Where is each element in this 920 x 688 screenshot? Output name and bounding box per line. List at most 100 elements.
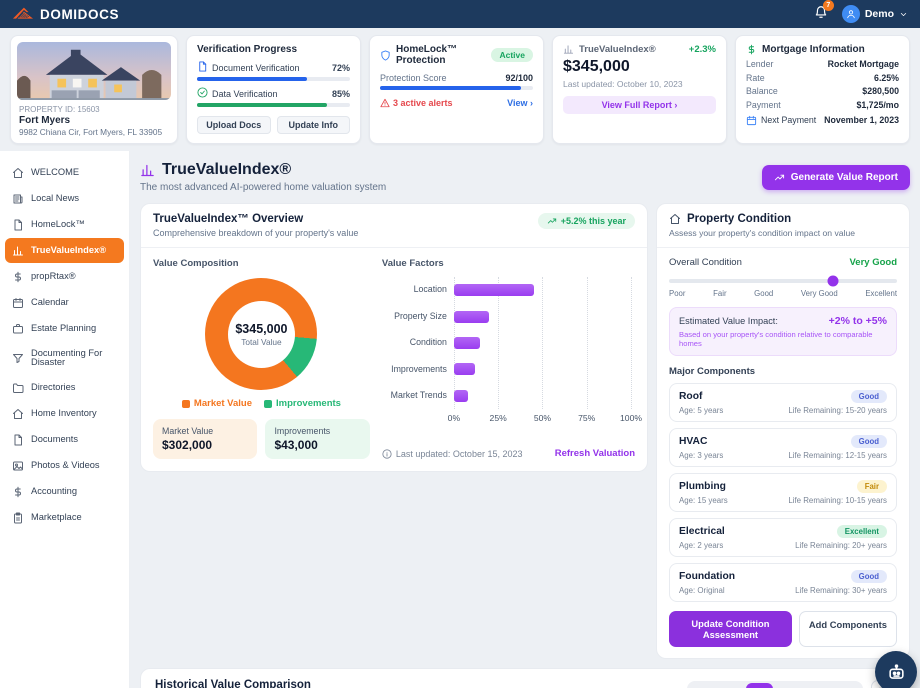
protection-score-value: 92/100 (505, 73, 533, 83)
truevalue-title-row: TrueValueIndex® (563, 44, 656, 55)
property-photo (17, 42, 171, 100)
value-factors-title: Value Factors (381, 258, 444, 269)
range-button-6m[interactable]: 6M (718, 683, 747, 688)
condition-title-row: Property Condition (669, 213, 897, 225)
overall-condition-value: Very Good (849, 257, 897, 268)
sidebar-item-proprtax[interactable]: propRtax® (5, 264, 124, 289)
bar-location (453, 284, 534, 297)
doc-icon (199, 61, 207, 72)
update-info-button[interactable]: Update Info (276, 116, 350, 134)
component-foundation[interactable]: Foundation Good Age: Original Life Remainin… (669, 563, 897, 602)
historical-title: Historical Value Comparison (155, 679, 311, 688)
active-alerts[interactable]: 3 active alerts (380, 98, 453, 108)
generate-value-report-button[interactable]: Generate Value Report (761, 164, 910, 190)
check-circle-icon (197, 87, 208, 98)
assistant-fab-button[interactable] (875, 651, 917, 688)
condition-badge: Good (850, 435, 887, 448)
upload-docs-button[interactable]: Upload Docs (197, 116, 271, 134)
sidebar-item-local-news[interactable]: Local News (5, 186, 124, 211)
update-condition-assessment-button[interactable]: Update Condition Assessment (669, 611, 792, 647)
scale-label-fair: Fair (713, 289, 727, 298)
range-button-3y[interactable]: 3Y (773, 683, 800, 688)
homelock-view-link[interactable]: View › (507, 98, 533, 108)
chart-icon (563, 45, 574, 54)
major-components-label: Major Components (669, 366, 756, 377)
chart-bars-icon (563, 44, 574, 55)
component-hvac[interactable]: HVAC Good Age: 3 years Life Remaining: 12-1… (669, 428, 897, 467)
sidebar-item-documenting-for-disaster[interactable]: Documenting For Disaster (5, 342, 124, 375)
roof-logo-icon (12, 7, 34, 19)
dollar-icon (15, 271, 21, 282)
sidebar-item-welcome[interactable]: WELCOME (5, 160, 124, 185)
component-plumbing[interactable]: Plumbing Fair Age: 15 years Life Remaining:… (669, 473, 897, 512)
bar-improvements (453, 363, 476, 376)
market-value-box: Market Value $302,000 (153, 419, 258, 459)
condition-scale-labels: Poor Fair Good Very Good Excellent (669, 289, 897, 298)
view-full-report-button[interactable]: View Full Report › (563, 96, 716, 114)
bar-row-location: Location (414, 277, 631, 303)
condition-slider[interactable] (669, 275, 897, 287)
main-content: TrueValueIndex® The most advanced AI-pow… (130, 151, 920, 688)
sidebar-item-directories[interactable]: Directories (5, 376, 124, 401)
impact-value: +2% to +5% (828, 315, 887, 327)
mortgage-row-balance: Balance $280,500 (746, 86, 899, 96)
range-button-5y[interactable]: 5Y (800, 683, 827, 688)
sidebar-item-documents[interactable]: Documents (5, 428, 124, 453)
homelock-title-row: HomeLock™ Protection (380, 44, 491, 66)
scale-label-excellent: Excellent (865, 289, 897, 298)
sidebar-item-truevalueindex[interactable]: TrueValueIndex® (5, 238, 124, 263)
topbar-right: 7 Demo (814, 0, 908, 24)
x-tick: 0% (447, 413, 461, 423)
component-roof[interactable]: Roof Good Age: 5 years Life Remaining: 15-2… (669, 383, 897, 422)
sidebar-item-photos-videos[interactable]: Photos & Videos (5, 454, 124, 479)
homelock-card: HomeLock™ Protection Active Protection S… (369, 35, 544, 144)
protection-score-label: Protection Score (380, 73, 447, 83)
trend-up-icon (774, 174, 784, 180)
domidocs-logo[interactable]: DOMIDOCS (12, 6, 119, 22)
sidebar-item-home-inventory[interactable]: Home Inventory (5, 402, 124, 427)
sidebar-item-accounting[interactable]: Accounting (5, 480, 124, 505)
bar-row-property-size: Property Size (394, 303, 631, 329)
chevron-down-icon (900, 12, 907, 16)
condition-badge: Excellent (836, 525, 887, 538)
info-icon (382, 448, 392, 459)
home-icon (670, 214, 680, 224)
mortgage-row-rate: Rate 6.25% (746, 72, 899, 83)
user-menu[interactable]: Demo (841, 5, 908, 23)
scale-label-poor: Poor (669, 289, 686, 298)
add-components-button[interactable]: Add Components (798, 611, 897, 647)
gridline (586, 277, 588, 409)
dollar-icon (748, 44, 755, 55)
range-button-1y[interactable]: 1Y (746, 682, 774, 688)
mortgage-row-payment: Payment $1,725/mo (746, 99, 899, 110)
sidebar-item-calendar[interactable]: Calendar (5, 290, 124, 315)
bar-property-size (453, 310, 490, 323)
mortgage-title-row: Mortgage Information (746, 44, 899, 55)
improvements-box: Improvements $43,000 (265, 419, 370, 459)
property-condition-card: Property Condition Assess your property'… (656, 203, 910, 659)
house-photo-illustration (17, 42, 171, 100)
gridline (542, 277, 544, 409)
condition-subtitle: Assess your property's condition impact … (669, 228, 856, 238)
sidebar-item-marketplace[interactable]: Marketplace (5, 506, 124, 531)
folder-icon (13, 383, 24, 393)
sidebar-item-estate-planning[interactable]: Estate Planning (5, 316, 124, 341)
condition-badge: Good (850, 390, 887, 403)
user-name: Demo (864, 8, 894, 20)
dollar-icon (15, 486, 21, 498)
user-icon (846, 9, 856, 19)
condition-slider-thumb[interactable] (827, 275, 839, 287)
notifications-button[interactable]: 7 (814, 0, 834, 24)
doc-icon (14, 219, 22, 230)
property-card[interactable]: PROPERTY ID: 15603 Fort Myers 9982 Chian… (10, 35, 178, 144)
range-button-3m[interactable]: 3M (689, 683, 718, 688)
gridline (498, 277, 500, 409)
status-badge: Active (491, 48, 533, 62)
sidebar-item-homelock[interactable]: HomeLock™ (5, 212, 124, 237)
top-navigation-bar: DOMIDOCS 7 Demo (0, 0, 920, 28)
range-button-max[interactable]: Max (827, 683, 861, 688)
component-electrical[interactable]: Electrical Excellent Age: 2 years Life Rema… (669, 518, 897, 557)
condition-badge: Fair (856, 480, 887, 493)
refresh-valuation-link[interactable]: Refresh Valuation (554, 448, 635, 459)
